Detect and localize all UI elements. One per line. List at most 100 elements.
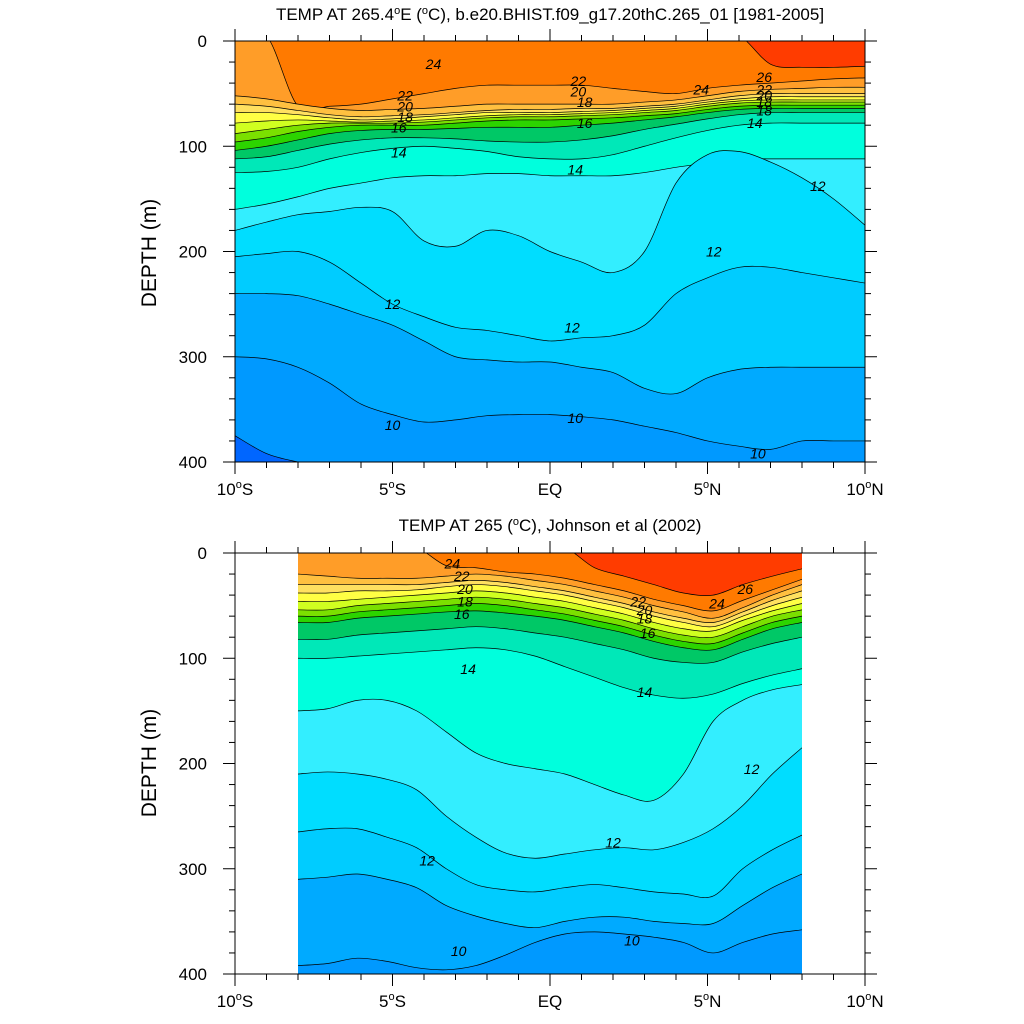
contour-label: 12 xyxy=(564,319,580,335)
contour-line-19 xyxy=(235,99,865,124)
contour-line-21 xyxy=(298,580,802,624)
panel-2: TEMP AT 265 (oC), Johnson et al (2002) 2… xyxy=(138,516,884,1011)
y-tick-label: 400 xyxy=(179,965,207,984)
contour-line-21 xyxy=(235,93,865,118)
contour-label: 20 xyxy=(755,88,772,104)
y-tick-label: 300 xyxy=(179,860,207,879)
contour-line-14 xyxy=(235,122,865,173)
contour-label: 20 xyxy=(570,84,587,100)
contour-line-22 xyxy=(235,86,865,111)
contour-fills xyxy=(235,41,865,462)
contour-label: 20 xyxy=(636,602,653,618)
contour-label: 16 xyxy=(391,119,407,135)
contour-line-11_5 xyxy=(235,250,865,342)
panel-2-y-axis-label: DEPTH (m) xyxy=(138,709,161,818)
contour-label: 24 xyxy=(692,81,709,97)
x-tick-label: 10oS xyxy=(217,991,253,1011)
contour-label: 26 xyxy=(755,69,772,85)
panel-1-y-axis-label: DEPTH (m) xyxy=(138,199,161,308)
contour-label: 18 xyxy=(577,94,593,110)
panel-1-plot-area: 2422201816222018161414242622201818141212… xyxy=(179,29,884,499)
contour-line-26 xyxy=(745,41,865,68)
contour-line-18 xyxy=(235,101,865,134)
panel-2-title: TEMP AT 265 (oC), Johnson et al (2002) xyxy=(399,516,702,535)
contour-line-22 xyxy=(298,573,802,619)
panel-1: TEMP AT 265.4oE (oC), b.e20.BHIST.f09_g1… xyxy=(138,5,884,499)
contour-label: 22 xyxy=(570,73,587,89)
contour-line-15 xyxy=(235,112,865,160)
contour-label: 20 xyxy=(396,98,413,114)
x-tick-label: 10oN xyxy=(846,991,883,1011)
contour-line-20 xyxy=(298,584,802,628)
contour-label: 14 xyxy=(460,661,476,677)
contour-line-26 xyxy=(573,553,802,596)
y-tick-label: 300 xyxy=(179,348,207,367)
x-tick-label: 10oN xyxy=(846,479,883,499)
y-tick-label: 400 xyxy=(179,453,207,472)
contour-label: 10 xyxy=(624,932,640,948)
contour-label: 14 xyxy=(567,161,583,177)
contour-label: 12 xyxy=(706,244,722,260)
y-tick-label: 100 xyxy=(179,137,207,156)
contour-label: 10 xyxy=(567,410,583,426)
x-tick-label: 10oS xyxy=(217,479,253,499)
contour-label: 18 xyxy=(637,610,653,626)
contour-label: 14 xyxy=(637,684,653,700)
contour-line-16 xyxy=(235,107,865,151)
contour-label: 26 xyxy=(737,581,754,597)
contour-line-12 xyxy=(298,747,802,859)
contour-label: 24 xyxy=(425,56,442,72)
contour-label: 22 xyxy=(629,593,646,609)
y-tick-label: 200 xyxy=(179,755,207,774)
contour-label: 22 xyxy=(755,81,772,97)
contour-line-10_5 xyxy=(298,929,802,971)
contour-label: 18 xyxy=(756,102,772,118)
contour-label: 20 xyxy=(456,581,473,597)
contour-band-10_5 xyxy=(235,356,865,462)
contour-label: 14 xyxy=(747,115,763,131)
contour-fills xyxy=(298,553,802,974)
contour-label: 12 xyxy=(810,178,826,194)
contour-line-24 xyxy=(269,41,865,112)
contour-label: 12 xyxy=(385,296,401,312)
contour-line-11 xyxy=(298,873,802,929)
contour-label: 18 xyxy=(397,109,413,125)
contour-label: 10 xyxy=(451,943,467,959)
contour-line-11 xyxy=(235,293,865,395)
contour-line-12 xyxy=(235,150,865,274)
contour-line-19 xyxy=(298,590,802,632)
x-tick-label: EQ xyxy=(538,992,563,1011)
y-tick-label: 200 xyxy=(179,243,207,262)
panel-1-title: TEMP AT 265.4oE (oC), b.e20.BHIST.f09_g1… xyxy=(276,5,824,24)
x-tick-label: 5oS xyxy=(379,479,406,499)
contour-label: 18 xyxy=(457,593,473,609)
contour-label: 16 xyxy=(577,115,593,131)
contour-line-17 xyxy=(298,603,802,645)
contour-line-16 xyxy=(298,610,802,651)
contour-line-14 xyxy=(298,647,802,699)
y-tick-label: 100 xyxy=(179,649,207,668)
contour-label: 12 xyxy=(419,852,435,868)
contour-label: 14 xyxy=(391,145,407,161)
contour-line-15 xyxy=(298,626,802,664)
contour-label: 16 xyxy=(640,625,656,641)
contour-line-17 xyxy=(235,104,865,143)
contour-label: 18 xyxy=(756,94,772,110)
contour-line-18 xyxy=(298,596,802,639)
contour-line-24 xyxy=(425,553,802,612)
contour-label: 22 xyxy=(453,568,470,584)
contour-line-20 xyxy=(235,96,865,121)
contour-line-13 xyxy=(298,684,802,802)
contour-line-11_5 xyxy=(298,827,802,899)
panel-2-plot-area: 2422201816141422201816242612121210100100… xyxy=(179,541,884,1011)
contour-label: 24 xyxy=(708,596,725,612)
contour-band-10 xyxy=(235,435,298,462)
y-tick-label: 0 xyxy=(198,544,207,563)
contour-label: 22 xyxy=(396,88,413,104)
x-tick-label: 5oN xyxy=(694,479,722,499)
x-tick-label: 5oS xyxy=(379,991,406,1011)
contour-label: 12 xyxy=(744,761,760,777)
contour-label: 12 xyxy=(605,834,621,850)
x-tick-label: 5oN xyxy=(694,991,722,1011)
